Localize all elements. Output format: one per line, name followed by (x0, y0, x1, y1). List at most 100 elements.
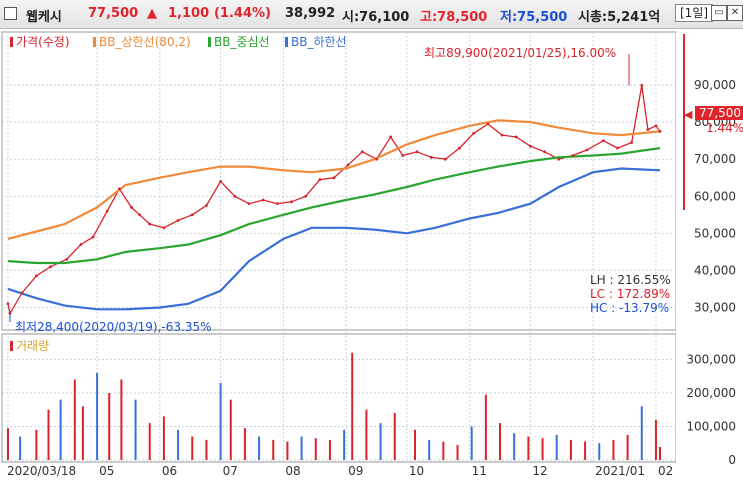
legend-bb-lower[interactable]: BB_하한선 (285, 33, 347, 50)
price-point (233, 194, 237, 198)
price-point (401, 154, 405, 157)
price-point (91, 235, 95, 239)
volume-pane-frame (1, 333, 677, 463)
volume-bar (569, 439, 572, 460)
stock-name: 웹케시 (26, 10, 62, 25)
volume-bar (343, 429, 346, 460)
price-point (486, 122, 490, 126)
volume-bar (513, 433, 516, 460)
price-point (443, 157, 447, 161)
volume-bar (191, 436, 194, 460)
volume-y-tick-label: 0 (728, 453, 736, 467)
price-point (49, 265, 52, 269)
x-tick-label: 08 (285, 464, 300, 478)
volume-bar (612, 439, 615, 460)
high-price: 고:78,500 (420, 10, 488, 25)
volume-bars (7, 352, 661, 460)
price-point (261, 198, 265, 202)
max-price-annotation: 최고89,900(2021/01/25),16.00% (424, 46, 617, 60)
price-y-tick-label: 40,000 (694, 263, 736, 277)
price-point (304, 194, 308, 198)
open-price: 시:76,100 (342, 10, 410, 25)
volume-bar (428, 439, 431, 460)
volume-bar (626, 434, 629, 460)
price-point (630, 141, 634, 144)
price-point (275, 202, 279, 206)
period-selector[interactable]: [1일] (675, 4, 714, 22)
legend-price[interactable]: 가격(수정) (10, 33, 70, 50)
price-point (557, 157, 561, 161)
price-point (290, 200, 293, 204)
annotations (9, 54, 630, 322)
price-point (640, 84, 644, 87)
price-point (585, 148, 589, 152)
price-point (318, 178, 322, 181)
price-point (360, 150, 364, 154)
price-y-tick-label: 50,000 (694, 226, 736, 240)
maximize-icon[interactable]: ▭ (711, 5, 727, 21)
close-icon[interactable]: ✕ (727, 5, 743, 21)
lh-stat: LH : 216.55% (590, 273, 671, 287)
volume-bar (272, 439, 275, 460)
axis-labels: 30,00040,00050,00060,00070,00080,00090,0… (7, 78, 736, 478)
price-point (219, 180, 223, 183)
bb-line-3 (7, 167, 661, 311)
x-tick-label: 09 (348, 464, 363, 478)
price-point (176, 218, 180, 222)
price-point (332, 176, 336, 180)
price-y-tick-label: 60,000 (694, 189, 736, 203)
legend-price-label: 가격(수정) (16, 35, 70, 49)
volume-bar (328, 439, 331, 460)
price-point (117, 187, 121, 191)
volume-bar (96, 372, 99, 460)
price-point (543, 150, 546, 154)
legend-bb-middle-label: BB_중심선 (214, 35, 270, 49)
volume-y-tick-label: 200,000 (686, 386, 736, 400)
volume-bar (640, 406, 643, 460)
price-change-pct: (1.44%) (214, 6, 271, 21)
volume-bar (59, 399, 62, 460)
volume-bar (177, 429, 180, 460)
volume-bar (499, 423, 502, 460)
price-point (472, 131, 476, 135)
volume-value: 38,992 (285, 6, 336, 21)
price-y-tick-label: 70,000 (694, 152, 736, 166)
last-pct-tag: 1.44% (706, 121, 743, 135)
legend-volume-label: 거래량 (16, 339, 50, 353)
volume-bar (73, 379, 76, 460)
x-tick-label: 06 (162, 464, 177, 478)
plot-area: 30,000 40,000 50,000 60,000 70,000 80,000 90,0… (0, 28, 743, 484)
hc-stat: HC : -13.79% (590, 301, 670, 315)
volume-bar (148, 423, 151, 460)
y-axis-panel (676, 32, 743, 466)
price-point (34, 274, 38, 278)
low-price: 저:75,500 (500, 10, 568, 25)
volume-bar (379, 423, 382, 460)
x-tick-label: 10 (409, 464, 424, 478)
legend-bb-upper[interactable]: BB_상한선(80,2) (93, 33, 191, 50)
price-change: 1,100 (168, 6, 210, 21)
price-point (658, 130, 662, 133)
volume-bar (258, 436, 261, 460)
legend-bb-middle[interactable]: BB_중심선 (208, 33, 270, 50)
price-point (415, 150, 419, 154)
volume-bar (205, 439, 208, 460)
volume-bar (19, 436, 22, 460)
price-point (148, 222, 152, 226)
volume-bar (541, 438, 544, 460)
volume-bar (484, 394, 487, 460)
price-point (162, 226, 166, 230)
select-checkbox[interactable] (4, 7, 17, 20)
volume-bar (442, 441, 445, 460)
volume-bar (300, 436, 303, 460)
price-point (654, 124, 658, 128)
price-point (205, 204, 208, 207)
volume-bar (584, 441, 587, 460)
header-bar: 웹케시 77,500 ▲ 1,100 (1.44%) 38,992 시:76,1… (0, 0, 743, 29)
legend-volume[interactable]: 거래량 (10, 337, 49, 354)
last-price-marker-icon: ◀ (684, 108, 693, 121)
volume-bar (456, 444, 459, 460)
price-lines (6, 84, 662, 316)
price-point (389, 135, 393, 139)
price-point (105, 209, 109, 213)
